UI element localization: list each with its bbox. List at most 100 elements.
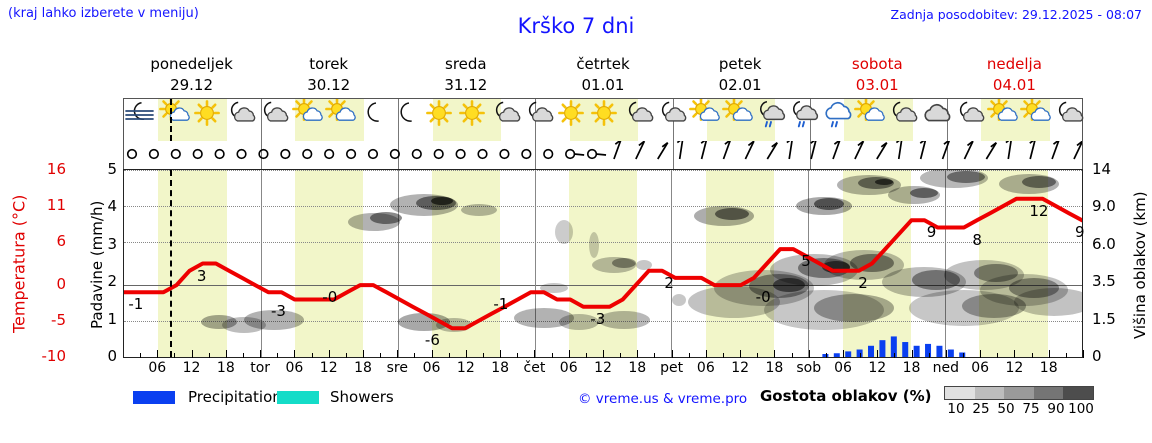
x-axis-label: 12 (456, 360, 475, 376)
x-axis-label: 18 (491, 360, 510, 376)
day-header-sobota: sobota 03.01 (809, 54, 946, 96)
x-axis-tick (705, 350, 707, 358)
x-axis-tick (414, 353, 416, 358)
x-axis-label: 18 (628, 360, 647, 376)
day-separator (946, 141, 948, 169)
x-axis-tick (311, 353, 313, 358)
precipitation-axis-title: Padavine (mm/h) (88, 200, 106, 330)
cloud-height-tick: 3.5 (1092, 272, 1116, 291)
x-axis-label: 18 (765, 360, 784, 376)
current-time-marker (169, 99, 172, 141)
density-swatch-2 (1004, 387, 1034, 399)
gridline (124, 241, 1082, 243)
precipitation-legend-label: Precipitation (188, 388, 282, 406)
day-name: četrtek (576, 55, 630, 73)
last-update-text: Zadnja posodobitev: 29.12.2025 - 08:07 (890, 7, 1142, 22)
temperature-tick: 6 (56, 231, 66, 250)
x-axis-tick (431, 350, 433, 358)
x-axis-tick (1031, 353, 1033, 358)
current-time-marker (169, 170, 172, 357)
x-axis-label: sre (386, 360, 408, 376)
temperature-axis-title: Temperatura (°C) (9, 194, 29, 334)
density-tick-label: 75 (1022, 401, 1040, 417)
cloud-height-axis-title: Višina oblakov (km) (1131, 191, 1149, 339)
x-axis-tick (328, 350, 330, 358)
copyright-link[interactable]: © vreme.us & vreme.pro (578, 391, 748, 407)
day-date: 29.12 (170, 76, 214, 94)
temperature-value-label: 5 (801, 252, 811, 271)
daylight-stripe (842, 170, 911, 357)
x-axis-tick (277, 353, 279, 358)
x-axis-tick (534, 350, 536, 358)
sun-cloud-icon (721, 97, 755, 141)
sun-cloud-icon (688, 97, 722, 141)
x-axis-label: tor (250, 360, 271, 376)
moon-cloud-rain-icon (787, 99, 821, 141)
density-tick-label: 100 (1068, 401, 1094, 417)
density-tick-label: 25 (972, 401, 990, 417)
precipitation-tick: 3 (107, 234, 117, 253)
temperature-value-label: 12 (1029, 201, 1049, 220)
precipitation-tick: 4 (107, 197, 117, 216)
day-date: 30.12 (307, 76, 351, 94)
fog-icon (125, 99, 159, 141)
moon-icon (357, 99, 391, 141)
sun-icon (456, 99, 490, 141)
day-name: ponedeljek (150, 55, 233, 73)
temperature-tick: 11 (46, 195, 66, 214)
gridline (124, 205, 1082, 207)
gridline (124, 170, 1082, 171)
day-name: sreda (445, 55, 487, 73)
x-axis-tick (568, 350, 570, 358)
density-swatch-0 (945, 387, 975, 399)
x-axis-tick (157, 350, 159, 358)
precipitation-bars (822, 336, 966, 357)
density-tick-label: 50 (997, 401, 1015, 417)
day-separator (808, 170, 810, 357)
moon-cloud-rain-icon (754, 99, 788, 141)
x-axis-tick (191, 350, 193, 358)
sun-cloud-icon (324, 97, 358, 141)
day-header-ponedeljek: ponedeljek 29.12 (123, 54, 260, 96)
sun-icon (191, 99, 225, 141)
x-axis-label: 12 (731, 360, 750, 376)
density-swatch-1 (974, 387, 1005, 399)
daylight-stripe (568, 170, 638, 357)
day-separator (261, 99, 263, 141)
day-header-torek: torek 30.12 (260, 54, 397, 96)
location-menu-note[interactable]: (kraj lahko izberete v meniju) (8, 6, 199, 21)
temperature-tick: 0 (56, 275, 66, 294)
gridline (124, 321, 1082, 323)
x-axis-tick (825, 353, 827, 358)
x-axis-tick (397, 350, 399, 358)
temperature-value-label: -6 (424, 331, 440, 350)
showers-legend-label: Showers (330, 388, 394, 406)
x-axis-tick (448, 353, 450, 358)
day-separator (672, 141, 674, 169)
cloud-height-tick: 9.0 (1092, 197, 1116, 216)
x-axis-tick (483, 353, 484, 358)
x-axis-label: 06 (422, 360, 441, 376)
x-axis-label: 12 (319, 360, 338, 376)
moon-cloud-icon (655, 99, 689, 141)
x-axis-tick (997, 353, 999, 358)
cloud-icon (919, 99, 953, 141)
precipitation-tick: 5 (107, 160, 117, 178)
x-axis-tick (654, 353, 656, 358)
sun-icon (588, 99, 622, 141)
cloud-height-tick: 14 (1092, 160, 1112, 178)
day-header-row: ponedeljek 29.12 torek 30.12 sreda 31.12 četrt… (123, 54, 1083, 98)
cloud-height-tick: 0 (1092, 347, 1102, 365)
x-axis-label: 06 (559, 360, 578, 376)
day-separator (809, 141, 811, 169)
x-axis-label: 06 (285, 360, 304, 376)
x-axis-label: ned (932, 360, 960, 376)
moon-cloud-icon (522, 99, 556, 141)
temperature-value-label: 8 (972, 230, 982, 249)
temperature-value-label: -0 (755, 288, 771, 307)
weather-icon-band (123, 97, 1084, 142)
temperature-value-label: 9 (1075, 223, 1085, 242)
x-axis-tick (174, 353, 176, 358)
day-header-nedelja: nedelja 04.01 (946, 54, 1083, 96)
sun-icon (423, 99, 457, 141)
